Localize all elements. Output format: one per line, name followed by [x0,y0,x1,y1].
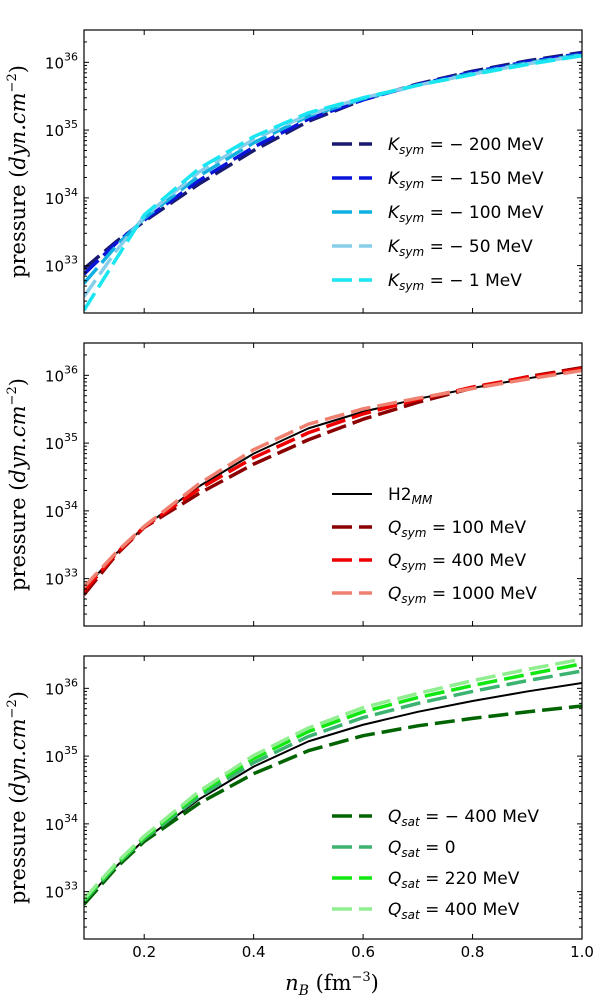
y-tick-label-exponent: 34 [64,499,78,512]
y-tick-label-exponent: 36 [64,676,78,689]
y-tick-label: 10 [45,680,64,698]
series-line-q-sym-1000-mev [84,368,582,589]
legend-label: Qsym = 400 MeV [388,551,526,573]
legend: H2MM Qsym = 100 MeV Qsym = 400 MeV Qsym = 1… [332,485,537,606]
axes-frame [83,655,583,940]
y-tick-label-exponent: 35 [64,744,78,757]
legend-label: Ksym = − 200 MeV [388,135,544,157]
legend-label: Qsat = 220 MeV [388,869,520,891]
legend-label: Qsat = 400 MeV [388,900,520,922]
legend: Ksym = − 200 MeV Ksym = − 150 MeV Ksym = −… [332,135,544,293]
x-tick-label: 0.4 [242,943,266,961]
y-tick-label: 10 [45,503,64,521]
legend-label: Ksym = − 1 MeV [388,271,522,293]
series-group [84,365,582,596]
x-tick-label: 0.6 [351,943,375,961]
y-tick-label: 10 [45,122,64,140]
y-tick-label-exponent: 33 [64,254,78,267]
legend-label: Qsat = 0 [388,838,456,860]
legend-label: Ksym = − 100 MeV [388,203,544,225]
y-tick-label-exponent: 36 [64,363,78,376]
y-tick-label-exponent: 35 [64,118,78,131]
legend-label: Ksym = − 150 MeV [388,169,544,191]
x-tick-label: 1.0 [570,943,594,961]
series-group [84,50,582,312]
y-tick-label: 10 [45,884,64,902]
x-tick-label: 0.8 [461,943,485,961]
x-axis-label: nB (fm−3) [285,970,379,999]
x-tick-label: 0.2 [132,943,156,961]
series-line-q-sat-400-mev [84,657,582,901]
y-tick-label-exponent: 34 [64,812,78,825]
y-axis-label: pressure (dyn.cm−2) [5,691,30,904]
series-group [84,657,582,906]
y-axis-label: pressure (dyn.cm−2) [5,378,30,591]
y-tick-label: 10 [45,571,64,589]
y-tick-label-exponent: 34 [64,186,78,199]
legend-label: H2MM [388,485,433,507]
axes-frame [83,342,583,627]
legend-label: Qsym = 100 MeV [388,518,526,540]
axes-frame [83,29,583,314]
y-tick-label: 10 [45,435,64,453]
legend-label: Ksym = − 50 MeV [388,237,533,259]
y-tick-label: 10 [45,190,64,208]
legend: Qsat = − 400 MeV Qsat = 0 Qsat = 220 MeV Qs… [332,807,539,922]
series-line-k-sym-1-mev [84,54,582,312]
y-tick-label: 10 [45,816,64,834]
series-line-q-sat-400-mev [84,704,582,906]
y-tick-label: 10 [45,54,64,72]
series-line-q-sat-220-mev [84,662,582,902]
y-tick-label: 10 [45,748,64,766]
series-line-q-sat-0 [84,669,582,903]
y-tick-label: 10 [45,258,64,276]
y-tick-label: 10 [45,367,64,385]
legend-label: Qsat = − 400 MeV [388,807,539,829]
y-tick-label-exponent: 35 [64,431,78,444]
y-tick-label-exponent: 33 [64,567,78,580]
legend-label: Qsym = 1000 MeV [388,584,537,606]
y-axis-label: pressure (dyn.cm−2) [5,65,30,278]
y-tick-label-exponent: 36 [64,50,78,63]
y-tick-label-exponent: 33 [64,880,78,893]
